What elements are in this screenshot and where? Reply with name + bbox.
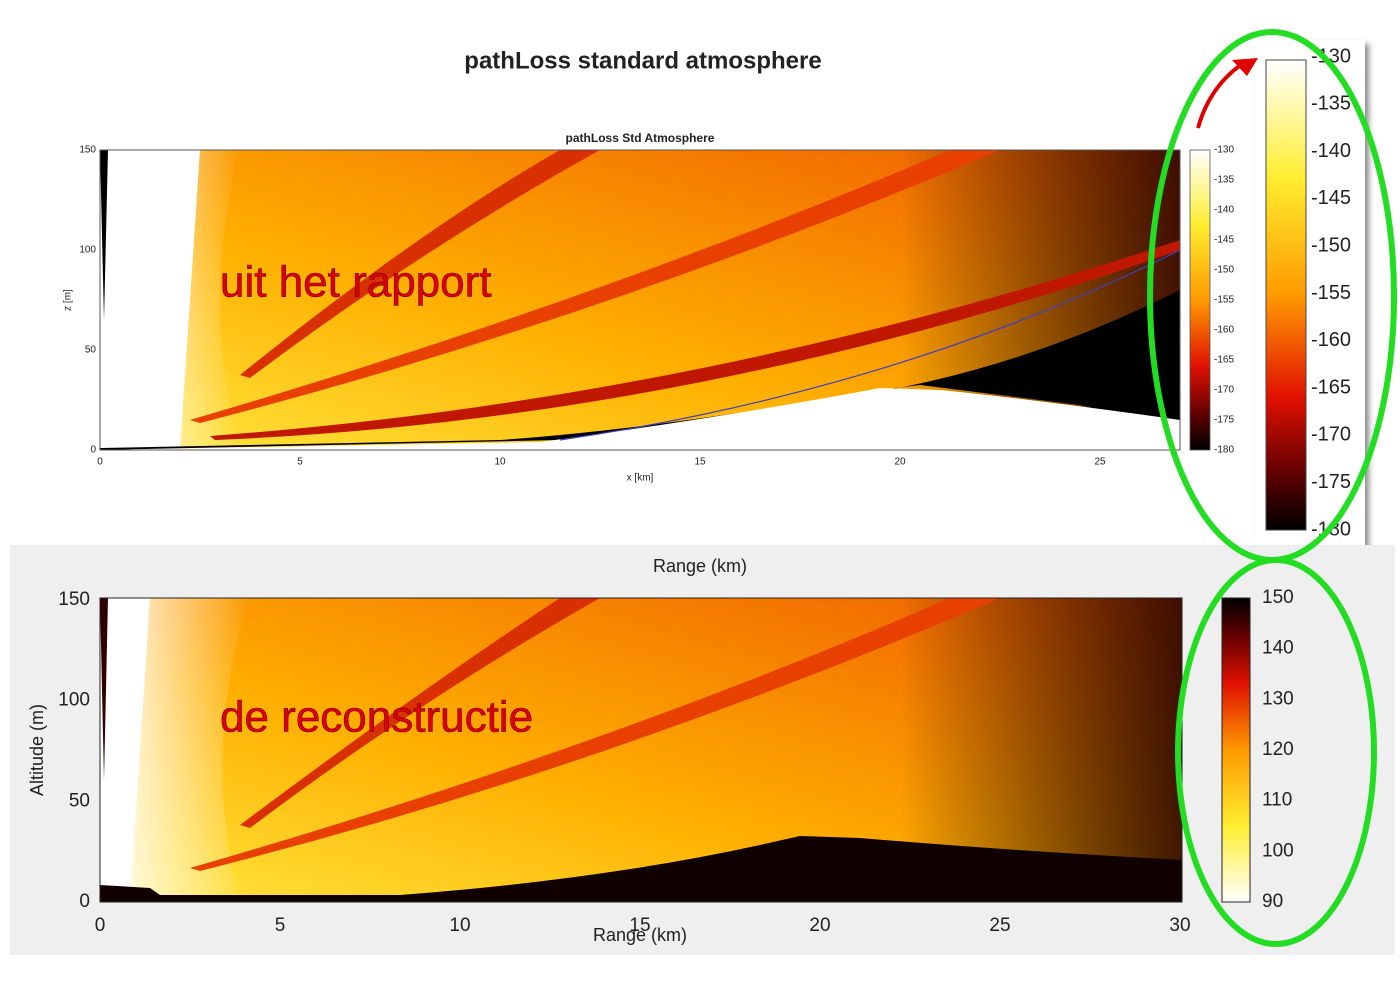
annotation: uit het rapport [220, 258, 492, 307]
x-tick-label: 5 [297, 457, 303, 468]
x-tick-label: 15 [694, 457, 706, 468]
colorbar-tick-label: -145 [1214, 235, 1234, 246]
y-tick-label: 150 [79, 145, 96, 156]
x-tick-label: 10 [449, 915, 470, 936]
x-tick-label: 0 [95, 915, 106, 936]
colorbar-tick-label: -150 [1214, 265, 1234, 276]
x-tick-label: 0 [97, 457, 103, 468]
colorbar-tick-label: -130 [1214, 145, 1234, 156]
colorbar-tick-label: 130 [1262, 688, 1294, 709]
y-tick-label: 50 [85, 345, 97, 356]
colorbar-tick-label: -140 [1311, 140, 1351, 162]
x-tick-label: 10 [494, 457, 506, 468]
colorbar-tick-label: 110 [1262, 790, 1292, 811]
arrow-head [1232, 58, 1258, 76]
y-axis-label: z [m] [63, 289, 74, 311]
colorbar-tick-label: -135 [1214, 175, 1234, 186]
colorbar-tick-label: 150 [1262, 587, 1294, 608]
colorbar-tick-label: 100 [1262, 840, 1294, 861]
x-tick-label: 15 [629, 915, 650, 936]
colorbar-tick-label: -145 [1311, 187, 1351, 209]
colorbar-tick-label: -180 [1214, 445, 1234, 456]
heatmap [100, 598, 1182, 902]
colorbar-tick-label: -170 [1311, 424, 1351, 446]
colorbar-tick-label: -155 [1214, 295, 1234, 306]
highlight-ellipse [1175, 557, 1377, 947]
x-tick-label: 25 [1094, 457, 1106, 468]
colorbar-tick-label: -160 [1311, 329, 1351, 351]
y-tick-label: 100 [58, 690, 90, 711]
colorbar-tick-label: 120 [1262, 739, 1294, 760]
colorbar-tick-label: -170 [1214, 385, 1234, 396]
zoomed-colorbar [1265, 59, 1307, 531]
y-tick-label: 0 [90, 445, 96, 456]
x-tick-label: 20 [894, 457, 906, 468]
colorbar-tick-label: -135 [1311, 93, 1351, 115]
zoomed-colorbar-clip: -130-135-140-145-150-155-160-165-170-175… [1311, 45, 1351, 540]
x-tick-label: 25 [989, 915, 1010, 936]
colorbar-tick-label: -155 [1311, 282, 1351, 304]
y-tick-label: 0 [79, 891, 90, 912]
colorbar-tick-label: 90 [1262, 891, 1283, 912]
y-tick-label: 50 [69, 790, 90, 811]
colorbar-tick-label: -175 [1311, 471, 1351, 493]
colorbar-tick-label: -175 [1214, 415, 1234, 426]
colorbar-tick-label: 140 [1262, 638, 1294, 659]
figure-title: pathLoss standard atmosphere [464, 47, 821, 74]
heatmap [100, 150, 1180, 450]
colorbar-tick-label: -150 [1311, 234, 1351, 256]
x-axis-label: Range (km) [593, 925, 687, 945]
x-axis-label: x [km] [627, 473, 654, 484]
x-tick-label: 20 [809, 915, 830, 936]
colorbar-tick-label: -165 [1214, 355, 1234, 366]
colorbar-tick-label: -140 [1214, 205, 1234, 216]
y-tick-label: 150 [58, 589, 90, 610]
y-tick-label: 100 [79, 245, 96, 256]
colorbar-tick-label: -165 [1311, 376, 1351, 398]
colorbar-tick-label: -160 [1214, 325, 1234, 336]
top-axis-label: Range (km) [653, 556, 747, 576]
x-tick-label: 5 [275, 915, 286, 936]
plot-title: pathLoss Std Atmosphere [566, 131, 715, 145]
x-tick-label: 30 [1169, 915, 1190, 936]
arrow [1196, 60, 1247, 129]
y-axis-label: Altitude (m) [27, 704, 47, 796]
annotation: de reconstructie [220, 693, 533, 742]
